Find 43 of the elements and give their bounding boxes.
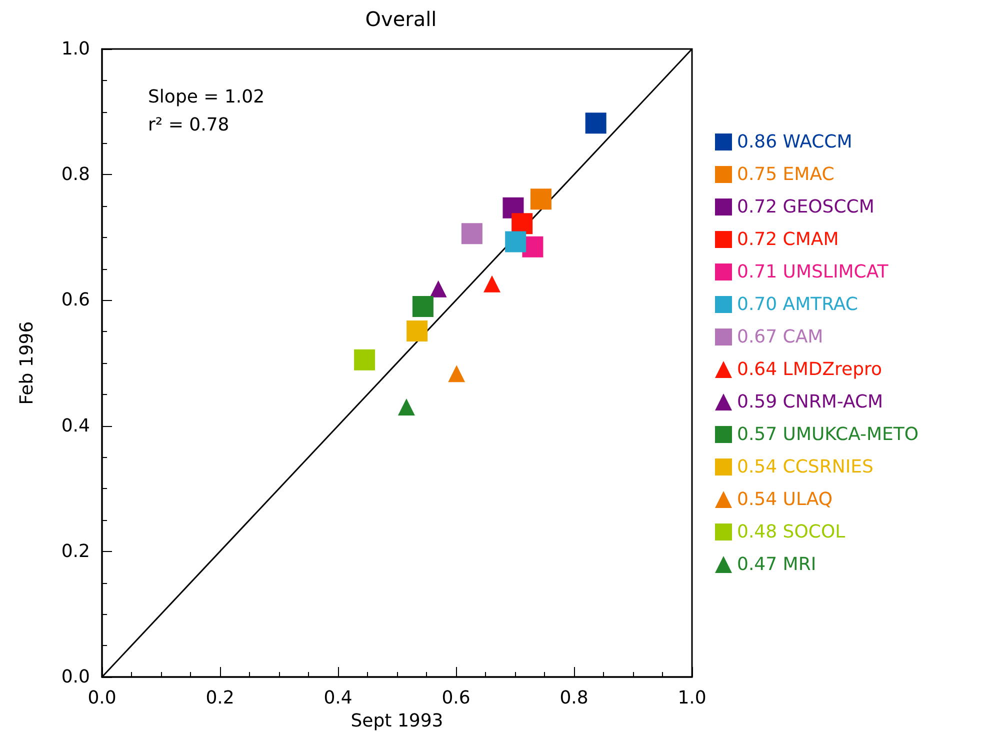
x-tick-label: 1.0 <box>678 688 706 708</box>
legend-label: 0.86 WACCM <box>737 132 852 152</box>
legend-label: 0.67 CAM <box>737 326 824 348</box>
legend-label: 0.71 UMSLIMCAT <box>737 262 890 282</box>
annotation: r² = 0.78 <box>148 114 230 136</box>
point <box>406 320 428 342</box>
legend-label: 0.75 EMAC <box>737 164 834 185</box>
legend-label: 0.72 GEOSCCM <box>737 196 874 218</box>
point <box>398 398 415 416</box>
y-tick-label: 0.2 <box>61 540 90 562</box>
point <box>512 213 533 234</box>
point <box>412 296 434 317</box>
y-tick-label: 0.0 <box>61 666 90 688</box>
legend-label: 0.57 UMUKCA-METO <box>737 424 919 445</box>
x-tick-label: 0.2 <box>206 688 234 708</box>
x-tick-label: 0.4 <box>324 688 352 708</box>
point <box>483 275 500 292</box>
x-tick-label: 0.0 <box>88 688 116 708</box>
legend-label: 0.54 ULAQ <box>737 489 833 510</box>
point <box>505 231 526 252</box>
point <box>430 280 447 298</box>
legend-label: 0.54 CCSRNIES <box>737 456 874 478</box>
y-tick-label: 0.4 <box>61 415 90 436</box>
legend-label: 0.70 AMTRAC <box>737 294 858 315</box>
y-tick-label: 0.8 <box>61 164 90 186</box>
legend-label: 0.59 CNRM-ACM <box>737 392 884 412</box>
legend-label: 0.47 MRI <box>737 554 816 575</box>
y-tick-label: 0.6 <box>61 290 90 311</box>
point <box>461 223 482 244</box>
point <box>530 188 552 210</box>
point <box>354 349 376 370</box>
point <box>585 112 606 134</box>
legend-label: 0.64 LMDZrepro <box>737 359 882 380</box>
chart-title: Overall <box>365 7 437 31</box>
y-axis-title: Feb 1996 <box>16 321 38 405</box>
point <box>448 365 466 382</box>
x-tick-label: 0.8 <box>560 688 588 708</box>
x-tick-label: 0.6 <box>442 688 470 708</box>
legend-label: 0.48 SOCOL <box>737 522 846 542</box>
annotation: Slope = 1.02 <box>148 86 265 108</box>
x-axis-title: Sept 1993 <box>350 710 444 732</box>
y-tick-label: 1.0 <box>61 38 90 60</box>
legend-label: 0.72 CMAM <box>737 229 839 250</box>
